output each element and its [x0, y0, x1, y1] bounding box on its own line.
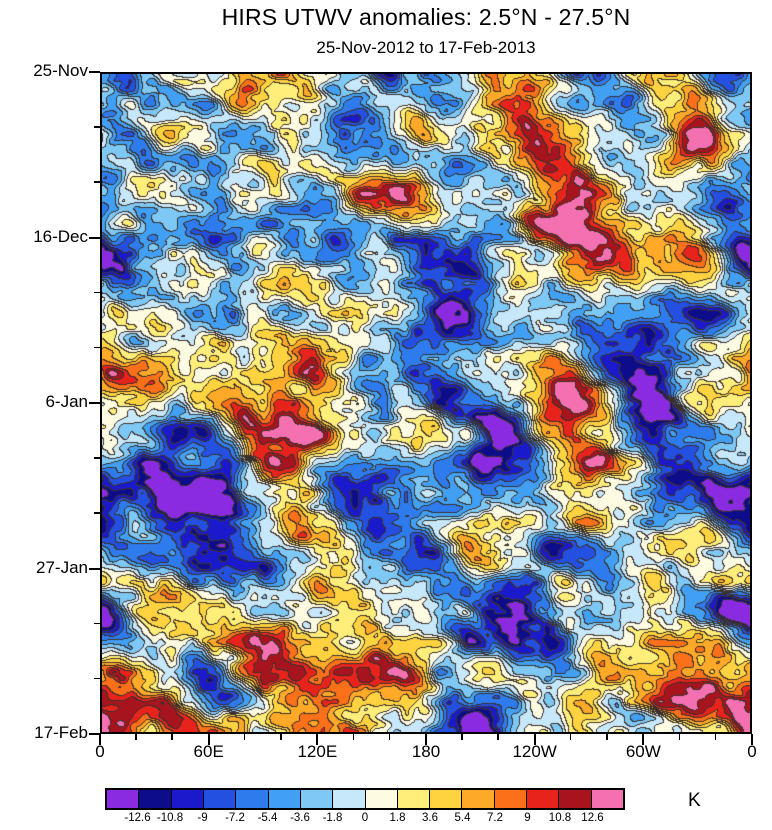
- colorbar-cell: [138, 790, 171, 808]
- axis-tick: [533, 734, 536, 745]
- axis-tick: [99, 734, 101, 745]
- axis-tick: [94, 512, 100, 514]
- x-axis-tick-label: 0: [747, 742, 757, 761]
- x-axis-tick-label: 180: [411, 742, 441, 761]
- axis-tick: [94, 181, 100, 183]
- axis-tick: [569, 734, 572, 740]
- colorbar-cell: [202, 790, 236, 808]
- axis-tick: [316, 734, 319, 745]
- axis-tick: [89, 71, 100, 73]
- colorbar-cell: [170, 790, 203, 808]
- colorbar-cell: [364, 790, 397, 808]
- colorbar-cell: [107, 790, 139, 808]
- y-axis-tick-label: 16-Dec: [33, 226, 88, 246]
- colorbar-tick-label: -5.4: [257, 812, 278, 824]
- page-title: HIRS UTWV anomalies: 2.5°N - 27.5°N: [221, 4, 631, 30]
- axis-tick: [280, 734, 282, 740]
- y-axis-tick-label: 27-Jan: [36, 557, 88, 577]
- colorbar-tick-label: 7.2: [487, 812, 503, 824]
- colorbar-tick-label: 3.6: [422, 812, 438, 824]
- x-axis-tick-label: 0: [95, 742, 105, 761]
- colorbar-tick-label: 0: [361, 812, 369, 824]
- plot-area: [100, 72, 752, 734]
- colorbar-cell: [493, 790, 527, 808]
- contour-plot-canvas: [102, 74, 750, 732]
- colorbar-tick-label: -3.6: [290, 812, 310, 824]
- y-axis-tick-label: 17-Feb: [34, 723, 88, 742]
- colorbar-unit-label: K: [688, 790, 701, 811]
- colorbar-cell: [396, 790, 430, 808]
- x-axis-tick-label: 120E: [297, 742, 338, 761]
- colorbar-cell: [526, 790, 559, 808]
- colorbar-tick-label: -10.8: [156, 812, 184, 824]
- colorbar-tick-label: 1.8: [389, 812, 406, 824]
- axis-tick: [352, 734, 355, 740]
- x-axis-tick-label: 60W: [625, 742, 661, 761]
- axis-tick: [94, 346, 100, 349]
- x-axis-tick-label: 120W: [512, 742, 557, 761]
- y-axis-tick-label: 25-Nov: [33, 61, 88, 80]
- axis-tick: [89, 567, 100, 570]
- colorbar-cell: [590, 790, 623, 808]
- colorbar-tick-label: -9: [197, 812, 208, 824]
- axis-tick: [642, 734, 645, 745]
- colorbar-cell: [267, 790, 300, 808]
- page-subtitle: 25-Nov-2012 to 17-Feb-2013: [316, 38, 536, 57]
- colorbar-tick-label: -7.2: [225, 812, 245, 824]
- axis-tick: [751, 734, 753, 745]
- colorbar-cell: [235, 790, 268, 808]
- axis-tick: [94, 677, 100, 680]
- colorbar: [105, 788, 625, 810]
- axis-tick: [94, 291, 100, 294]
- axis-tick: [135, 734, 137, 740]
- axis-tick: [94, 126, 100, 128]
- axis-tick: [606, 734, 608, 740]
- colorbar-tick-label: 10.8: [548, 812, 572, 824]
- colorbar-cell: [299, 790, 333, 808]
- colorbar-tick-label: -1.8: [322, 812, 343, 824]
- axis-tick: [714, 734, 717, 740]
- colorbar-cell: [461, 790, 494, 808]
- axis-tick: [89, 402, 100, 404]
- axis-tick: [678, 734, 681, 740]
- colorbar-tick-label: 5.4: [454, 812, 471, 824]
- axis-tick: [243, 734, 246, 740]
- x-axis-tick-label: 60E: [193, 742, 224, 761]
- axis-tick: [94, 457, 100, 459]
- axis-tick: [497, 734, 499, 740]
- axis-tick: [207, 734, 210, 745]
- axis-tick: [89, 733, 100, 735]
- axis-tick: [425, 734, 427, 745]
- axis-tick: [461, 734, 463, 740]
- colorbar-tick-label: 9: [524, 812, 531, 824]
- colorbar-tick-label: -12.6: [124, 812, 151, 824]
- axis-tick: [171, 734, 173, 740]
- colorbar-cell: [332, 790, 365, 808]
- axis-tick: [94, 622, 100, 625]
- colorbar-tick-label: 12.6: [581, 812, 604, 824]
- colorbar-cell: [558, 790, 591, 808]
- axis-tick: [388, 734, 391, 740]
- axis-tick: [89, 236, 100, 239]
- y-axis-tick-label: 6-Jan: [45, 392, 88, 411]
- colorbar-cell: [429, 790, 462, 808]
